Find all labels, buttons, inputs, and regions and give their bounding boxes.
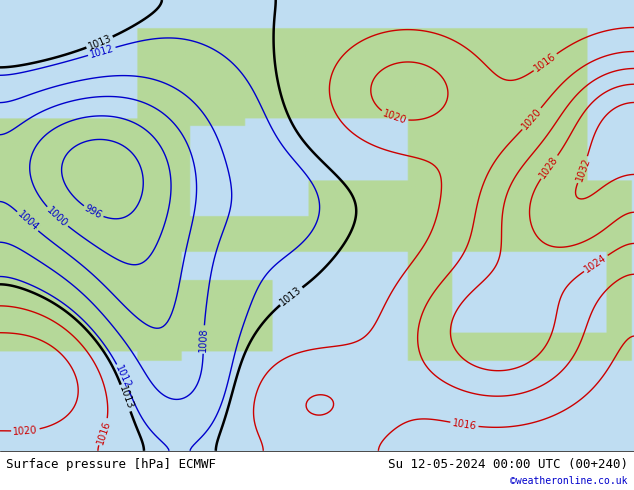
Text: 1020: 1020	[520, 106, 543, 131]
Text: 1020: 1020	[381, 109, 408, 126]
Text: 1013: 1013	[278, 285, 304, 308]
Text: 1024: 1024	[583, 252, 609, 274]
Text: 1004: 1004	[15, 210, 40, 233]
Text: 1032: 1032	[574, 156, 592, 183]
Text: Surface pressure [hPa] ECMWF: Surface pressure [hPa] ECMWF	[6, 458, 216, 471]
Text: 996: 996	[83, 203, 104, 220]
Text: 1020: 1020	[13, 425, 38, 437]
Text: 1013: 1013	[117, 385, 134, 411]
Text: 1016: 1016	[451, 418, 477, 431]
Text: 1008: 1008	[198, 327, 209, 352]
Text: Su 12-05-2024 00:00 UTC (00+240): Su 12-05-2024 00:00 UTC (00+240)	[387, 458, 628, 471]
Text: 1028: 1028	[538, 154, 560, 180]
Text: 1016: 1016	[95, 419, 112, 445]
Text: 1013: 1013	[86, 33, 113, 52]
Text: 1012: 1012	[89, 43, 115, 60]
Text: 1016: 1016	[533, 51, 558, 74]
Text: 1000: 1000	[45, 205, 70, 229]
Text: ©weatheronline.co.uk: ©weatheronline.co.uk	[510, 476, 628, 486]
Text: 1012: 1012	[113, 364, 133, 391]
